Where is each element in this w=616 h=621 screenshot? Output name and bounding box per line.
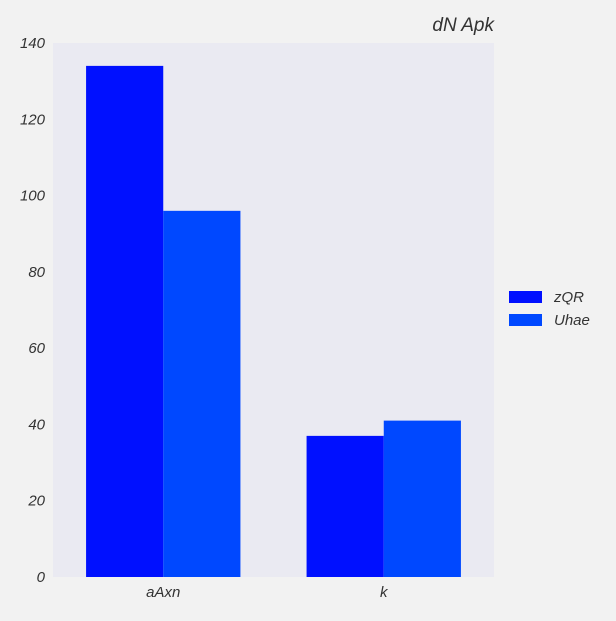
- legend: zQR Uhae: [509, 289, 590, 329]
- y-tick-label: 20: [27, 493, 45, 510]
- bars: [86, 65, 461, 578]
- y-tick-label: 100: [20, 188, 46, 205]
- x-tick-label: k: [380, 584, 389, 601]
- bar-zQR-k: [306, 435, 384, 577]
- y-tick-label: 140: [20, 35, 46, 52]
- y-tick-label: 80: [28, 264, 45, 281]
- y-tick-label: 120: [20, 111, 46, 128]
- y-tick-label: 0: [37, 569, 46, 586]
- legend-swatch: [509, 314, 542, 326]
- y-tick-label: 60: [28, 340, 45, 357]
- legend-label: Uhae: [554, 312, 590, 329]
- x-tick-label: aAxn: [146, 584, 180, 601]
- legend-label: zQR: [553, 289, 584, 306]
- y-axis: 0 20 40 60 80 100 120 140: [20, 35, 46, 586]
- legend-swatch: [509, 291, 542, 303]
- bar-zQR-aAxn: [86, 65, 164, 577]
- bar-Uhae-aAxn: [163, 210, 241, 578]
- bar-Uhae-k: [383, 420, 461, 577]
- chart-title: dN Apk: [432, 15, 495, 36]
- x-axis: aAxn k: [146, 584, 389, 601]
- y-tick-label: 40: [28, 416, 45, 433]
